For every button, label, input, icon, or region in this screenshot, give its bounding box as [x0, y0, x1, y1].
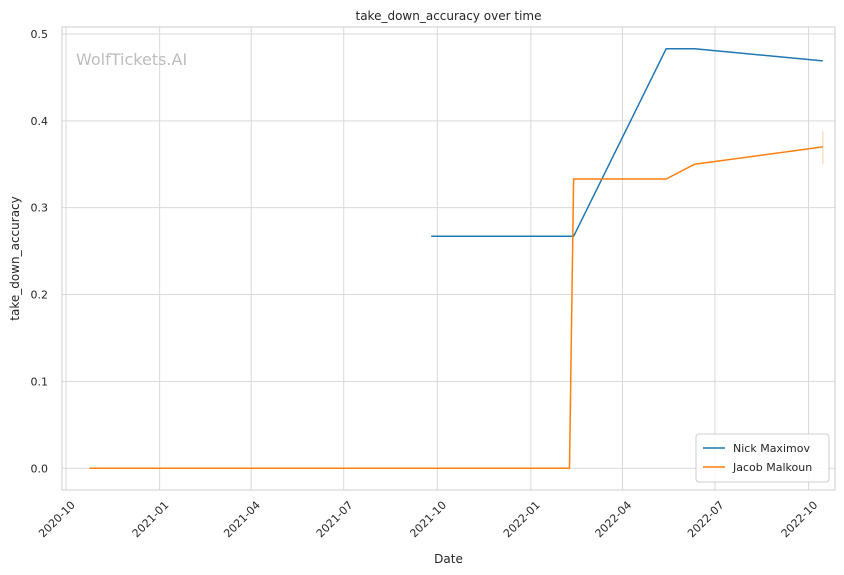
watermark: WolfTickets.AI — [76, 50, 187, 69]
legend-label: Jacob Malkoun — [732, 461, 812, 474]
y-tick-label: 0.4 — [31, 115, 49, 128]
x-axis-ticks: 2020-10 2021-01 2021-04 2021-07 2021-10 2022-… — [36, 499, 820, 541]
x-tick-label: 2021-10 — [407, 499, 449, 541]
plot-frame — [61, 26, 836, 491]
y-tick-label: 0.0 — [31, 462, 49, 475]
x-tick-label: 2022-01 — [501, 499, 543, 541]
x-tick-label: 2021-04 — [221, 499, 263, 541]
series-line-1 — [89, 146, 823, 470]
x-tick-label: 2022-04 — [593, 499, 635, 541]
x-tick-label: 2021-01 — [130, 499, 172, 541]
x-tick-label: 2022-10 — [779, 499, 821, 541]
x-tick-label: 2021-07 — [314, 499, 356, 541]
x-axis-label: Date — [434, 552, 463, 566]
y-tick-label: 0.3 — [31, 202, 49, 215]
legend-box — [695, 433, 830, 483]
x-tick-label: 2020-10 — [36, 499, 78, 541]
y-tick-label: 0.5 — [31, 28, 49, 41]
y-tick-label: 0.2 — [31, 289, 49, 302]
series-layer — [89, 47, 824, 470]
y-tick-label: 0.1 — [31, 375, 49, 388]
y-axis-label: take_down_accuracy — [8, 196, 22, 320]
y-axis-ticks: 0.0 0.1 0.2 0.3 0.4 0.5 — [31, 28, 49, 475]
legend-label: Nick Maximov — [733, 442, 810, 455]
x-tick-label: 2022-07 — [685, 499, 727, 541]
grid — [62, 27, 835, 490]
series-line-0 — [431, 47, 823, 238]
chart-title: take_down_accuracy over time — [356, 9, 542, 23]
legend: Nick Maximov Jacob Malkoun — [695, 433, 830, 483]
